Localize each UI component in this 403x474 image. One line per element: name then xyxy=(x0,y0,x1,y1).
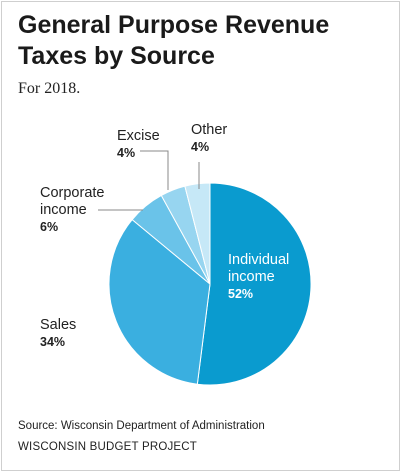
leader-line-excise xyxy=(140,150,169,190)
slice-label-corporate-income: Corporate xyxy=(40,185,104,201)
slice-value-excise: 4% xyxy=(117,146,135,160)
slice-value-corporate-income: 6% xyxy=(40,220,58,234)
chart-subtitle: For 2018. xyxy=(18,80,81,97)
slice-label-sales: Sales xyxy=(40,317,76,333)
slice-value-individual-income: 52% xyxy=(228,287,253,301)
organization-credit: WISCONSIN BUDGET PROJECT xyxy=(18,441,198,453)
slice-label-excise: Excise xyxy=(117,128,160,144)
chart-title: General Purpose Revenue Taxes by Source xyxy=(18,11,330,70)
slice-value-other: 4% xyxy=(191,140,209,154)
pie-slice-individual-income xyxy=(196,182,312,386)
source-note: Source: Wisconsin Department of Administ… xyxy=(18,420,265,432)
slice-label-individual-income: Individual xyxy=(228,252,289,268)
slice-label-other: Other xyxy=(191,122,227,138)
slice-label-corporate-income: income xyxy=(40,202,87,218)
slice-label-individual-income: income xyxy=(228,269,275,285)
pie-slice-sales xyxy=(108,218,211,385)
pie-slice-other xyxy=(184,182,211,285)
slice-value-sales: 34% xyxy=(40,335,65,349)
